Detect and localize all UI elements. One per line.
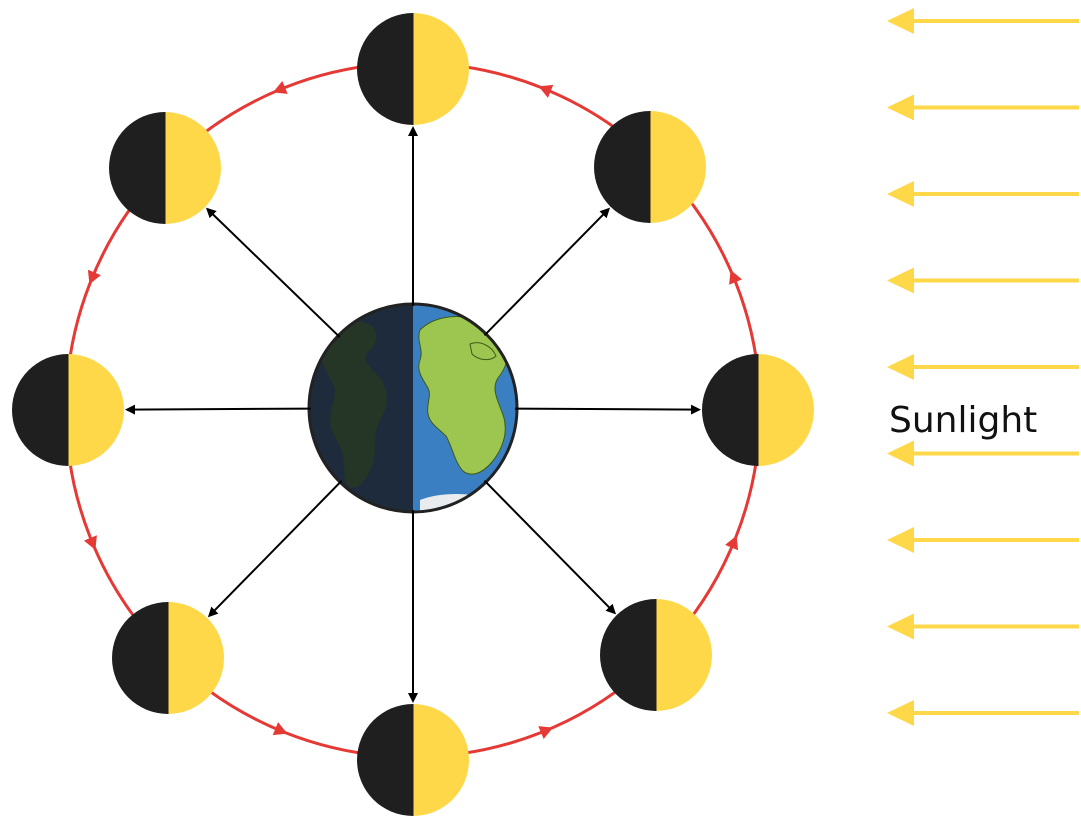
moon-top-right: [594, 111, 706, 223]
sunlight-ray: [887, 8, 1079, 34]
moon-bottom: [357, 704, 469, 816]
moon-bottom-right: [600, 599, 712, 711]
orbit-direction-arrows: [83, 80, 743, 740]
sunlight-ray: [887, 181, 1079, 207]
sunlight-ray: [887, 354, 1079, 380]
orbit-arrow: [725, 535, 739, 551]
pointer-arrow-top-left: [205, 207, 341, 338]
moon-top: [357, 13, 469, 125]
moon-bottom-left: [112, 602, 224, 714]
sunlight-rays: [887, 8, 1079, 726]
orbit-arrow: [538, 726, 553, 740]
orbit-arrow: [538, 84, 554, 98]
orbit-arrow: [273, 80, 288, 94]
moon-top-left: [109, 112, 221, 224]
moons: [12, 13, 814, 816]
sunlight-ray: [887, 267, 1079, 294]
moon-left: [12, 354, 124, 466]
orbit-arrow: [272, 722, 288, 736]
sunlight-ray: [887, 527, 1079, 553]
sunlight-label: Sunlight: [889, 400, 1037, 441]
pointer-arrow-right: [514, 404, 702, 415]
moon-right: [702, 354, 814, 466]
pointer-arrow-bottom-right: [483, 480, 617, 615]
orbit-arrow: [729, 270, 743, 285]
sunlight-ray: [887, 613, 1079, 640]
sunlight-ray: [887, 440, 1079, 467]
pointer-arrow-left: [124, 404, 312, 415]
pointer-arrow-bottom-left: [207, 480, 343, 618]
orbit-arrow: [83, 535, 97, 550]
sunlight-ray: [887, 94, 1079, 121]
pointer-arrow-top-right: [483, 207, 611, 336]
orbit-arrow: [87, 269, 101, 285]
earth-to-moon-pointers: [124, 126, 702, 703]
sunlight-ray: [887, 700, 1079, 726]
